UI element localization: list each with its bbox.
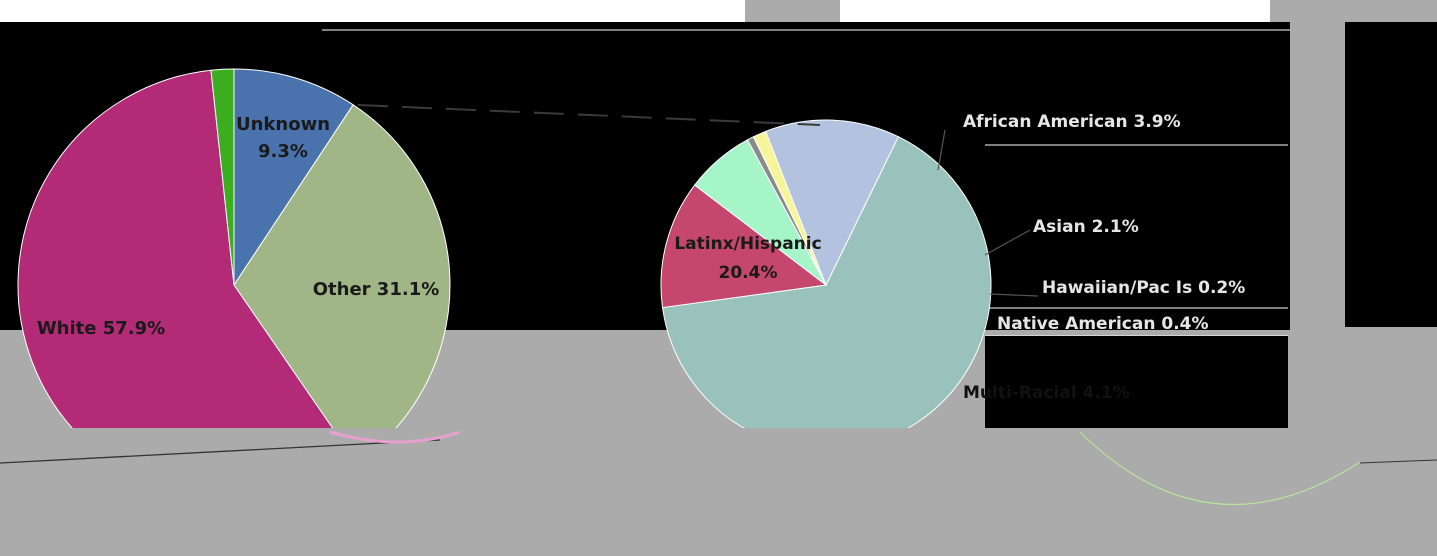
label-white: White 57.9%	[37, 318, 165, 339]
label-multi-racial: Multi-Racial 4.1%	[963, 383, 1130, 403]
gray-column	[1290, 22, 1345, 432]
top-strip	[0, 0, 745, 22]
black-panel-right	[1345, 22, 1437, 327]
label-latinx-1: Latinx/Hispanic	[674, 234, 821, 254]
label-other: Other 31.1%	[313, 279, 440, 300]
label-panel	[985, 336, 1288, 428]
label-hawaiian: Hawaiian/Pac Is 0.2%	[1042, 278, 1245, 298]
top-strip-right	[840, 0, 1270, 22]
breakdown-pie	[661, 120, 991, 450]
label-unknown-2: 9.3%	[258, 141, 308, 162]
top-left-label: Two or more 1.7%	[110, 22, 291, 43]
lower-band	[0, 428, 1437, 556]
label-unknown-1: Unknown	[236, 114, 330, 135]
label-native-american: Native American 0.4%	[997, 314, 1209, 334]
label-african-american: African American 3.9%	[963, 112, 1181, 132]
label-asian: Asian 2.1%	[1033, 217, 1139, 237]
label-latinx-2: 20.4%	[719, 263, 778, 283]
